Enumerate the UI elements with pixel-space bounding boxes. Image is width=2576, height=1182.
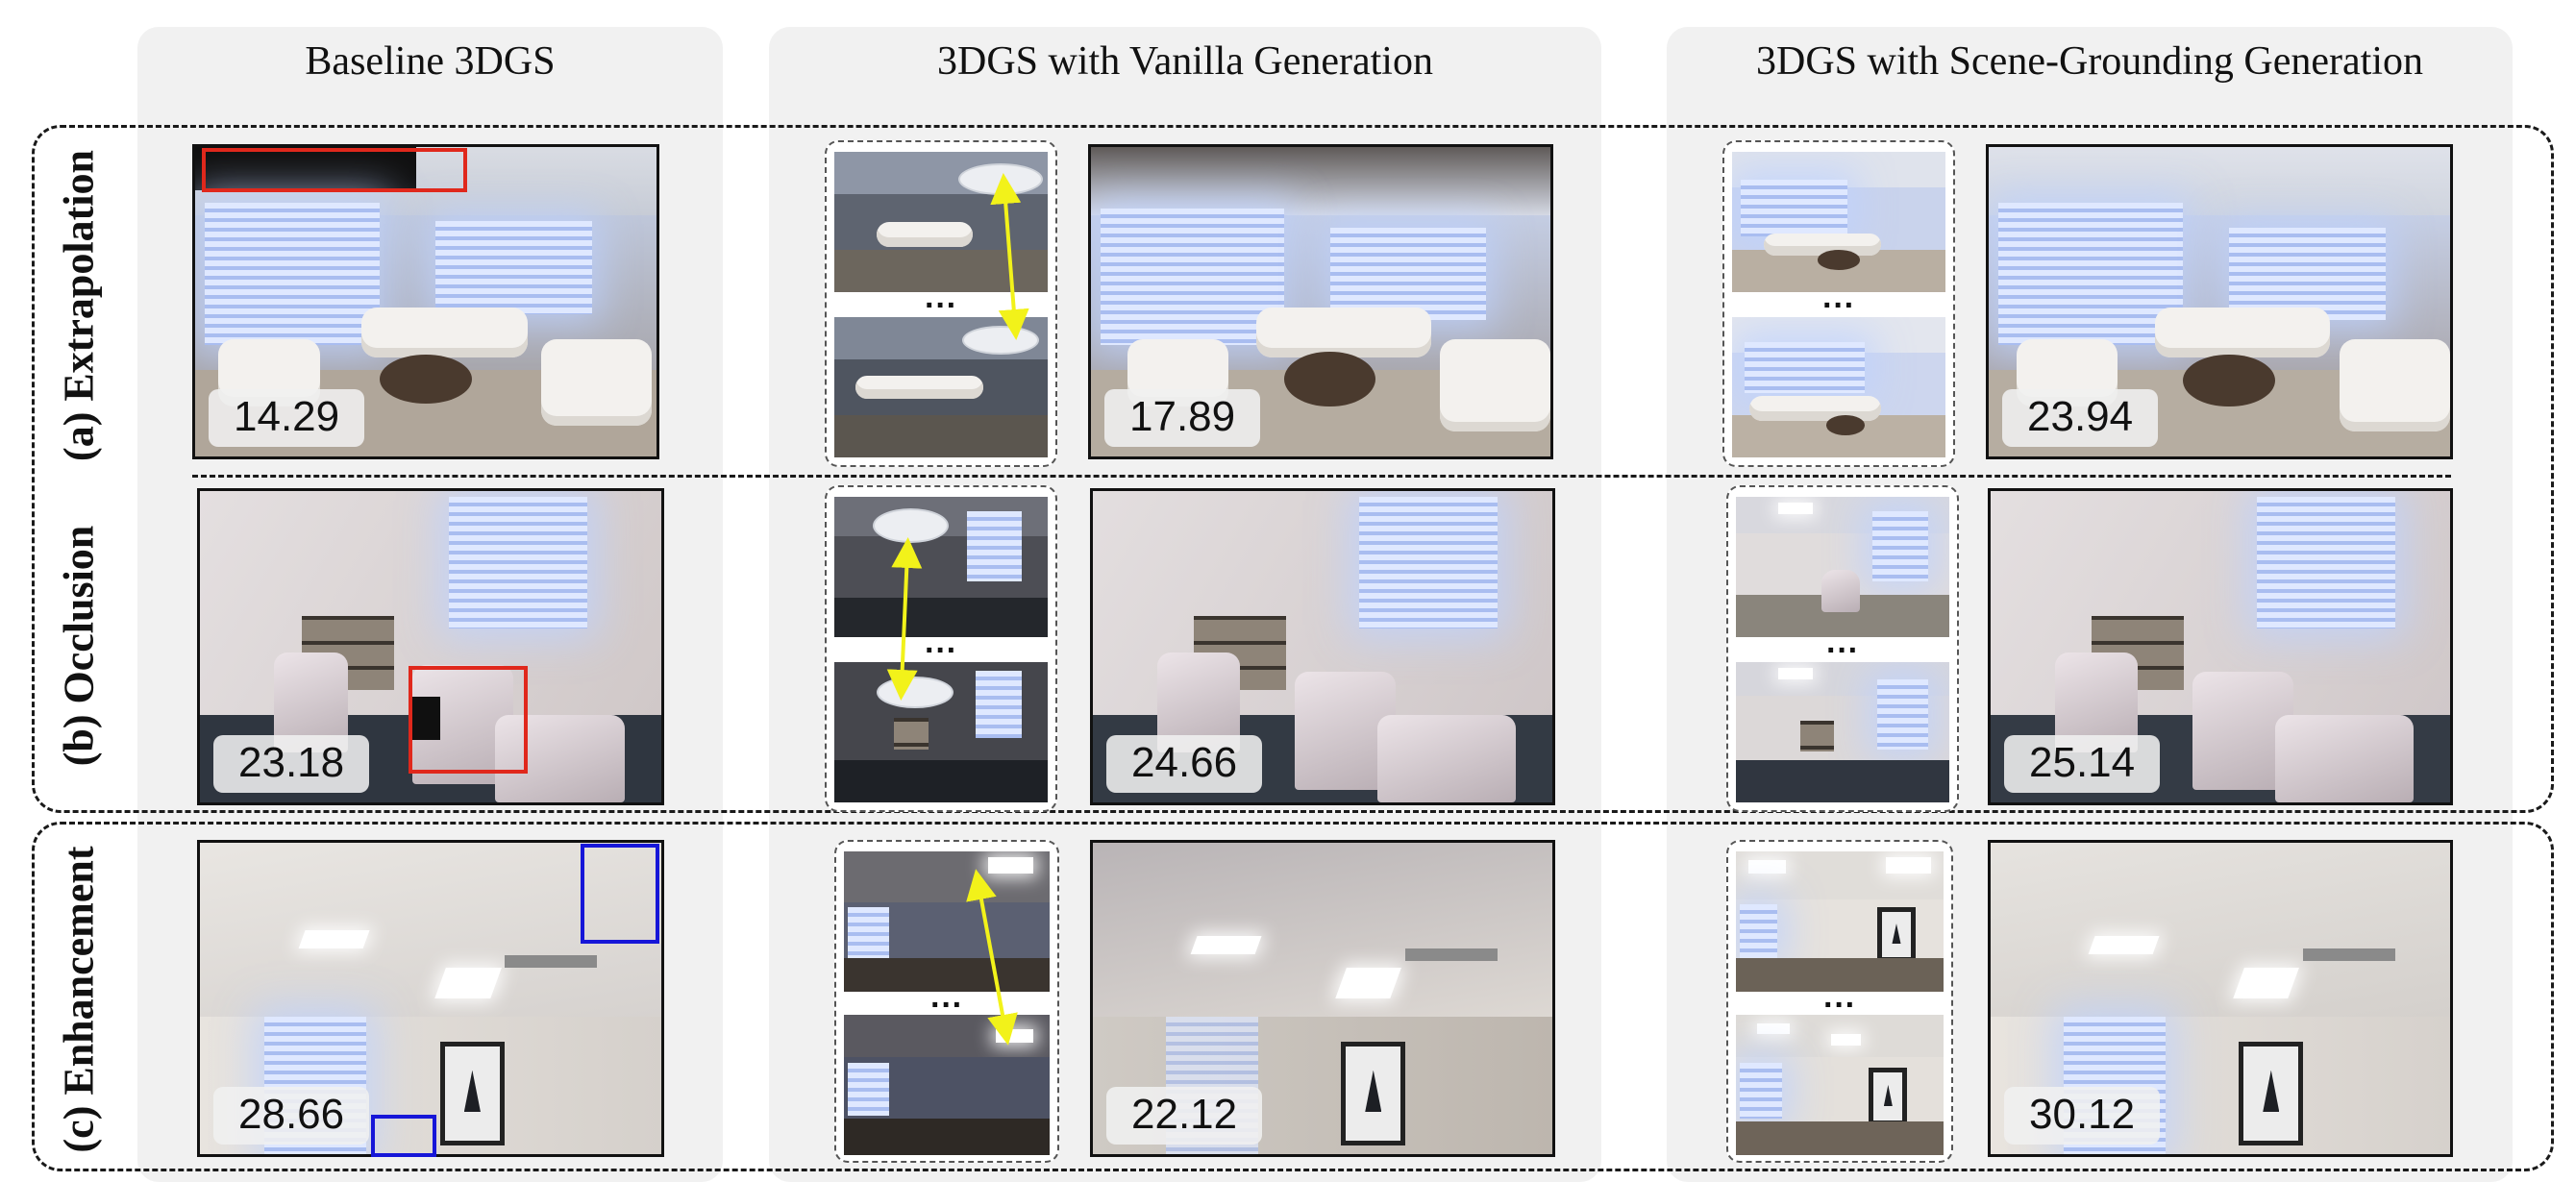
extrapolation-grounded-reference-views: ··· (1722, 140, 1955, 467)
occlusion-vanilla-thumb-bottom (834, 662, 1048, 802)
extrapolation-grounded-thumb-top (1732, 152, 1945, 292)
occlusion-grounded-render: 25.14 (1988, 488, 2453, 805)
enhancement-baseline-render: 28.66 (197, 840, 664, 1157)
row-label-occlusion: (b) Occlusion (55, 525, 103, 767)
enhancement-grounded-ellipsis: ··· (1823, 987, 1856, 1023)
extrapolation-grounded-ellipsis: ··· (1822, 287, 1855, 324)
occlusion-vanilla-thumb-top (834, 497, 1048, 637)
enhancement-grounded-thumb-bottom (1736, 1015, 1944, 1155)
occlusion-vanilla-arrow (886, 537, 923, 701)
blue-highlight-box-floor (371, 1115, 436, 1157)
enhancement-grounded-reference-views: ··· (1726, 840, 1953, 1163)
score-enhancement-vanilla: 22.12 (1106, 1087, 1263, 1145)
enhancement-grounded-render: 30.12 (1988, 840, 2453, 1157)
score-extrapolation-grounded: 23.94 (2002, 389, 2159, 447)
enhancement-vanilla-render: 22.12 (1090, 840, 1555, 1157)
score-extrapolation-vanilla: 17.89 (1104, 389, 1261, 447)
blue-highlight-box-corner (581, 844, 659, 944)
occlusion-vanilla-reference-views: ··· (825, 485, 1057, 812)
extrapolation-baseline-render: 14.29 (192, 144, 659, 459)
score-enhancement-baseline: 28.66 (213, 1087, 370, 1145)
score-occlusion-vanilla: 24.66 (1106, 735, 1263, 793)
score-enhancement-grounded: 30.12 (2004, 1087, 2161, 1145)
extrapolation-vanilla-arrow (990, 173, 1029, 340)
enhancement-grounded-thumb-top (1736, 851, 1944, 992)
extrapolation-vanilla-render: 17.89 (1088, 144, 1553, 459)
extrapolation-vanilla-thumb-bottom (834, 317, 1048, 457)
enhancement-vanilla-reference-views: ··· (834, 840, 1059, 1163)
occlusion-grounded-thumb-top (1736, 497, 1949, 637)
enhancement-vanilla-thumb-bottom (844, 1015, 1050, 1155)
red-highlight-box-extrapolation (202, 148, 467, 192)
occlusion-grounded-ellipsis: ··· (1826, 632, 1859, 669)
score-occlusion-grounded: 25.14 (2004, 735, 2161, 793)
enhancement-vanilla-arrow (966, 869, 1018, 1046)
extrapolation-grounded-render: 23.94 (1986, 144, 2453, 459)
extrapolation-vanilla-reference-views: ··· (825, 140, 1057, 467)
occlusion-grounded-reference-views: ··· (1726, 485, 1959, 812)
extrapolation-grounded-thumb-bottom (1732, 317, 1945, 457)
row-label-extrapolation: (a) Extrapolation (55, 150, 103, 461)
group-ab-dashed-border (32, 125, 2554, 813)
column-title-vanilla: 3DGS with Vanilla Generation (937, 39, 1433, 84)
red-highlight-box-occlusion (409, 666, 528, 774)
score-extrapolation-baseline: 14.29 (209, 389, 365, 447)
occlusion-baseline-render: 23.18 (197, 488, 664, 805)
column-title-baseline: Baseline 3DGS (305, 39, 556, 84)
column-title-grounded: 3DGS with Scene-Grounding Generation (1755, 39, 2424, 84)
score-occlusion-baseline: 23.18 (213, 735, 370, 793)
row-separator-ab (192, 475, 2451, 478)
occlusion-vanilla-render: 24.66 (1090, 488, 1555, 805)
occlusion-grounded-thumb-bottom (1736, 662, 1949, 802)
group-c-dashed-border (32, 822, 2554, 1171)
row-label-enhancement: (c) Enhancement (55, 846, 103, 1153)
